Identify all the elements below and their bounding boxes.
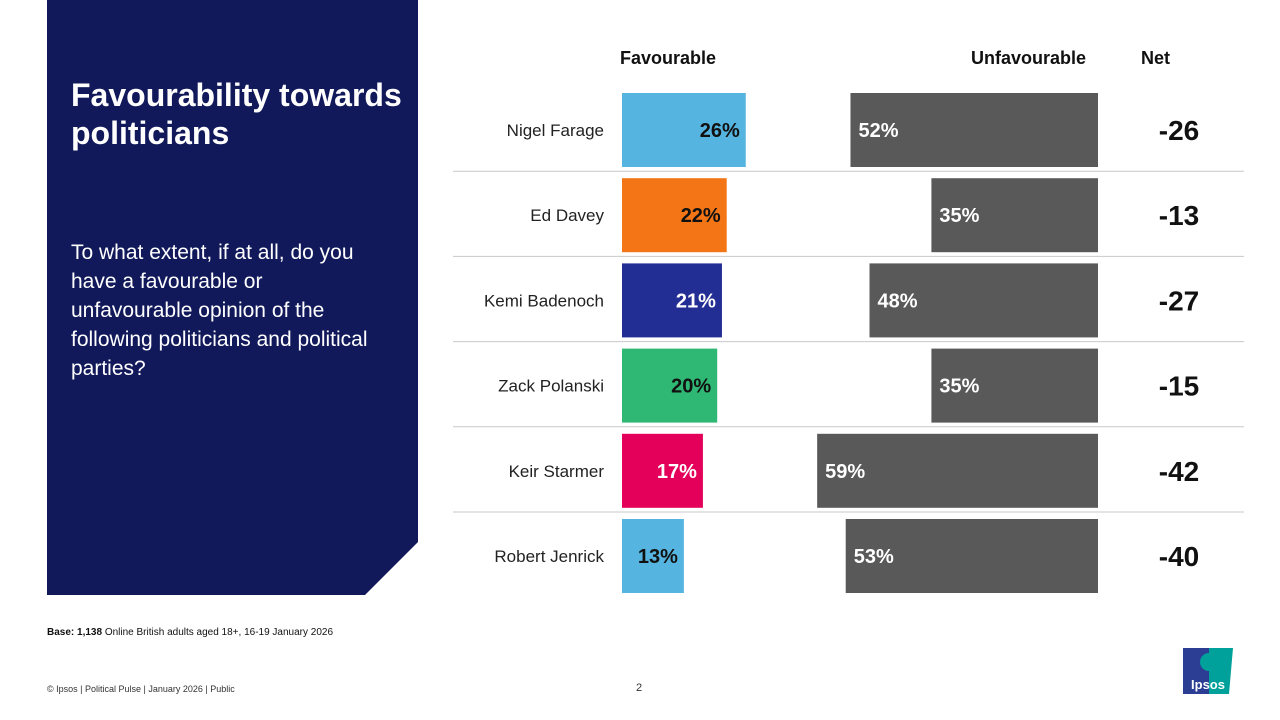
net-label: -15: [1159, 371, 1199, 402]
category-label: Keir Starmer: [509, 462, 605, 481]
net-label: -13: [1159, 200, 1199, 231]
net-label: -27: [1159, 285, 1199, 316]
unfavourable-label: 35%: [939, 205, 979, 227]
category-label: Zack Polanski: [498, 377, 604, 396]
bar-unfavourable: [931, 178, 1098, 253]
net-label: -26: [1159, 115, 1199, 146]
unfavourable-label: 35%: [939, 376, 979, 398]
header-favourable: Favourable: [620, 48, 717, 68]
bar-favourable: [622, 263, 722, 338]
unfavourable-label: 59%: [825, 461, 865, 483]
unfavourable-label: 48%: [878, 290, 918, 312]
slide-title: Favourability towards politicians: [71, 77, 402, 151]
ipsos-logo: Ipsos: [1183, 648, 1233, 694]
base-note: Base: 1,138 Online British adults aged 1…: [47, 627, 334, 638]
header-net: Net: [1141, 48, 1171, 68]
bar-favourable: [622, 348, 718, 423]
bar-unfavourable: [850, 93, 1098, 167]
bar-unfavourable: [869, 263, 1098, 338]
copyright: © Ipsos | Political Pulse | January 2026…: [47, 684, 235, 694]
title-panel: Favourability towards politicians To wha…: [47, 0, 418, 595]
bar-unfavourable: [817, 433, 1098, 508]
unfavourable-label: 53%: [854, 546, 894, 568]
category-label: Kemi Badenoch: [484, 291, 604, 310]
favourable-label: 17%: [657, 461, 697, 483]
favourable-label: 22%: [681, 205, 721, 227]
category-label: Ed Davey: [530, 206, 604, 225]
page-number: 2: [636, 682, 643, 694]
bar-unfavourable: [845, 519, 1098, 593]
unfavourable-label: 52%: [858, 120, 898, 142]
bar-favourable: [622, 93, 746, 167]
net-label: -42: [1159, 456, 1199, 487]
survey-question: To what extent, if at all, do you have a…: [71, 241, 368, 380]
svg-text:Ipsos: Ipsos: [1191, 677, 1225, 692]
bar-favourable: [622, 519, 684, 593]
bar-unfavourable: [931, 348, 1098, 423]
favourable-label: 21%: [676, 290, 716, 312]
favourable-label: 13%: [638, 546, 678, 568]
header-unfavourable: Unfavourable: [971, 48, 1087, 68]
favourable-label: 26%: [700, 120, 740, 142]
category-label: Robert Jenrick: [494, 547, 604, 566]
bar-favourable: [622, 178, 727, 253]
net-label: -40: [1159, 541, 1199, 572]
bar-favourable: [622, 433, 703, 508]
favourable-label: 20%: [671, 376, 711, 398]
category-label: Nigel Farage: [507, 121, 604, 140]
